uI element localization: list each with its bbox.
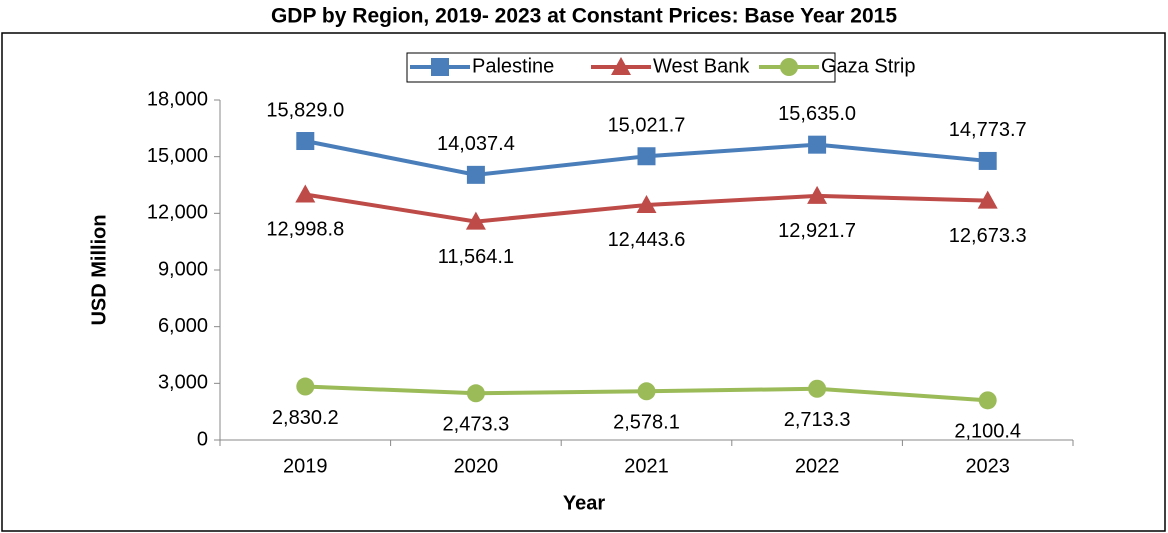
data-point xyxy=(466,384,485,403)
y-tick-label: 0 xyxy=(197,428,208,450)
data-label: 12,921.7 xyxy=(778,220,856,242)
data-point xyxy=(807,185,828,204)
y-tick-label: 18,000 xyxy=(147,88,208,110)
data-point xyxy=(637,147,656,166)
data-label: 12,443.6 xyxy=(608,229,686,251)
y-tick-label: 3,000 xyxy=(158,372,208,394)
y-tick-label: 6,000 xyxy=(158,315,208,337)
legend-label: Gaza Strip xyxy=(821,55,915,77)
y-axis-label: USD Million xyxy=(88,214,110,325)
y-tick-label: 9,000 xyxy=(158,258,208,280)
x-tick-label: 2020 xyxy=(454,455,499,477)
data-point xyxy=(296,132,315,151)
data-point xyxy=(465,211,486,230)
data-point xyxy=(466,165,485,184)
data-point xyxy=(636,194,657,213)
data-label: 12,673.3 xyxy=(949,225,1027,247)
data-point xyxy=(296,377,315,396)
data-label: 2,473.3 xyxy=(443,414,510,436)
data-point xyxy=(295,184,316,203)
data-label: 2,578.1 xyxy=(613,412,680,434)
data-label: 14,773.7 xyxy=(949,119,1027,141)
x-axis-label: Year xyxy=(563,492,605,514)
legend-marker xyxy=(431,58,449,76)
data-point xyxy=(808,379,827,398)
data-point xyxy=(977,190,998,209)
y-tick-label: 15,000 xyxy=(147,145,208,167)
x-tick-label: 2021 xyxy=(624,455,669,477)
legend-marker xyxy=(611,57,631,75)
data-label: 15,829.0 xyxy=(266,99,344,121)
y-tick-label: 12,000 xyxy=(147,202,208,224)
legend-label: Palestine xyxy=(472,55,554,77)
legend-label: West Bank xyxy=(653,55,750,77)
data-label: 11,564.1 xyxy=(438,246,514,268)
data-point xyxy=(978,151,997,170)
x-tick-label: 2022 xyxy=(795,455,840,477)
x-tick-label: 2023 xyxy=(965,455,1010,477)
data-point xyxy=(637,382,656,401)
data-label: 12,998.8 xyxy=(266,219,344,241)
data-label: 14,037.4 xyxy=(437,133,515,155)
chart-frame xyxy=(1,32,1166,532)
data-label: 2,830.2 xyxy=(272,407,339,429)
data-label: 15,635.0 xyxy=(778,103,856,125)
chart-title: GDP by Region, 2019- 2023 at Constant Pr… xyxy=(271,5,897,28)
data-point xyxy=(808,135,827,154)
x-tick-label: 2019 xyxy=(283,455,328,477)
legend-marker xyxy=(780,58,798,76)
data-label: 2,713.3 xyxy=(784,409,851,431)
data-label: 15,021.7 xyxy=(608,115,686,137)
data-point xyxy=(978,391,997,410)
data-label: 2,100.4 xyxy=(954,421,1021,443)
